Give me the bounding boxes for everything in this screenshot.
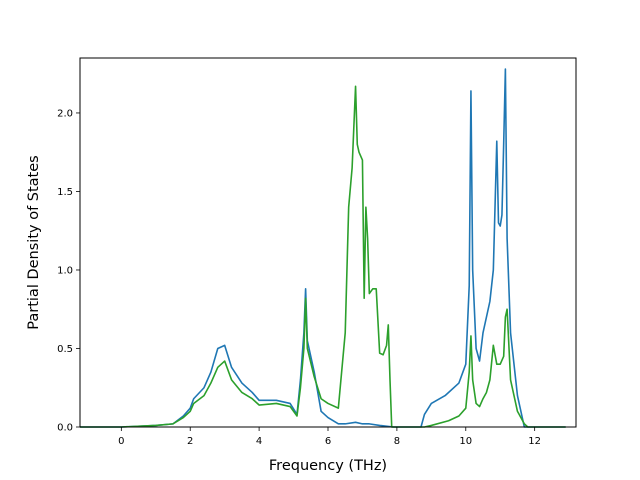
x-axis-label: Frequency (THz) xyxy=(269,458,387,474)
x-tick-label: 12 xyxy=(528,436,541,447)
x-tick-label: 0 xyxy=(118,436,124,447)
y-tick-label: 1.0 xyxy=(57,265,73,276)
x-tick-label: 8 xyxy=(394,436,400,447)
x-tick-label: 10 xyxy=(459,436,472,447)
x-axis: 0 2 4 6 8 10 12 xyxy=(118,427,541,447)
x-tick-label: 6 xyxy=(325,436,331,447)
y-axis-label: Partial Density of States xyxy=(26,155,42,329)
series-line-1 xyxy=(80,68,566,428)
y-tick-label: 0.5 xyxy=(57,344,73,355)
x-tick-label: 2 xyxy=(187,436,193,447)
x-tick-label: 4 xyxy=(256,436,262,447)
series-layer xyxy=(80,68,566,428)
y-tick-label: 0.0 xyxy=(57,423,73,434)
plot-frame xyxy=(79,57,577,428)
y-axis: 0.0 0.5 1.0 1.5 2.0 xyxy=(57,108,80,434)
y-tick-label: 1.5 xyxy=(57,187,73,198)
y-tick-label: 2.0 xyxy=(57,108,73,119)
series-line-2 xyxy=(80,85,566,428)
